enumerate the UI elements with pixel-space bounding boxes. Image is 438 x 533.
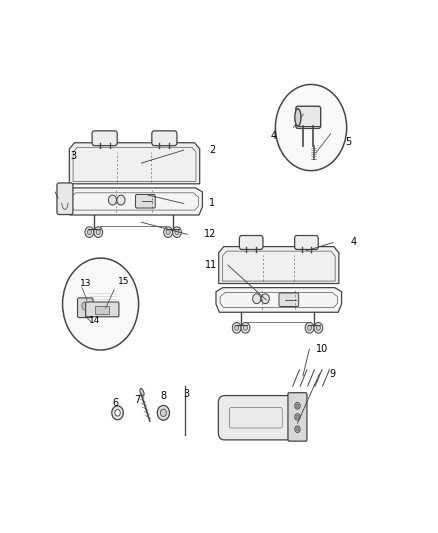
Text: 14: 14 xyxy=(88,316,100,325)
Circle shape xyxy=(276,84,346,171)
Circle shape xyxy=(160,409,166,416)
Circle shape xyxy=(96,230,100,235)
Circle shape xyxy=(296,415,299,418)
Circle shape xyxy=(295,402,300,409)
Circle shape xyxy=(117,195,125,205)
Text: 10: 10 xyxy=(316,344,328,354)
FancyBboxPatch shape xyxy=(219,395,293,440)
FancyBboxPatch shape xyxy=(86,302,119,317)
Circle shape xyxy=(232,322,241,333)
Text: 11: 11 xyxy=(205,260,218,270)
FancyBboxPatch shape xyxy=(288,393,307,441)
FancyBboxPatch shape xyxy=(296,106,321,128)
Circle shape xyxy=(305,322,314,333)
Text: 4: 4 xyxy=(350,238,356,247)
Text: 9: 9 xyxy=(330,369,336,379)
Circle shape xyxy=(94,227,102,238)
Text: 8: 8 xyxy=(160,391,166,401)
Circle shape xyxy=(244,325,247,330)
Circle shape xyxy=(295,414,300,420)
Text: 3: 3 xyxy=(184,389,190,399)
Circle shape xyxy=(241,322,250,333)
Polygon shape xyxy=(67,188,202,215)
Text: 2: 2 xyxy=(209,145,215,155)
FancyBboxPatch shape xyxy=(57,183,73,215)
Circle shape xyxy=(82,302,88,310)
Text: 13: 13 xyxy=(80,279,92,288)
Circle shape xyxy=(108,195,117,205)
Circle shape xyxy=(112,406,124,420)
Text: 15: 15 xyxy=(117,277,129,286)
FancyBboxPatch shape xyxy=(279,293,299,306)
Circle shape xyxy=(314,322,323,333)
Polygon shape xyxy=(216,288,342,312)
Circle shape xyxy=(235,325,239,330)
Polygon shape xyxy=(219,247,339,284)
Circle shape xyxy=(253,294,261,304)
FancyBboxPatch shape xyxy=(152,131,177,146)
Circle shape xyxy=(261,294,269,304)
Circle shape xyxy=(307,325,311,330)
Polygon shape xyxy=(69,143,200,184)
Text: 4: 4 xyxy=(271,131,277,141)
Text: 7: 7 xyxy=(134,395,141,406)
Circle shape xyxy=(164,227,173,238)
Bar xyxy=(95,306,109,314)
Ellipse shape xyxy=(140,389,144,396)
Circle shape xyxy=(87,230,92,235)
Circle shape xyxy=(85,227,94,238)
Circle shape xyxy=(316,325,321,330)
Circle shape xyxy=(173,227,181,238)
Ellipse shape xyxy=(295,109,301,126)
Circle shape xyxy=(296,427,299,431)
Text: 12: 12 xyxy=(204,229,216,239)
Circle shape xyxy=(157,406,170,420)
FancyBboxPatch shape xyxy=(135,195,155,208)
Text: 5: 5 xyxy=(345,137,351,147)
Circle shape xyxy=(175,230,179,235)
Circle shape xyxy=(295,426,300,432)
Text: 6: 6 xyxy=(113,398,119,408)
FancyBboxPatch shape xyxy=(92,131,117,146)
FancyBboxPatch shape xyxy=(78,298,93,318)
Text: 1: 1 xyxy=(209,198,215,208)
Circle shape xyxy=(63,258,138,350)
Text: 3: 3 xyxy=(70,151,76,161)
Circle shape xyxy=(115,409,120,416)
Circle shape xyxy=(166,230,170,235)
FancyBboxPatch shape xyxy=(295,236,318,249)
Circle shape xyxy=(296,404,299,407)
FancyBboxPatch shape xyxy=(239,236,263,249)
